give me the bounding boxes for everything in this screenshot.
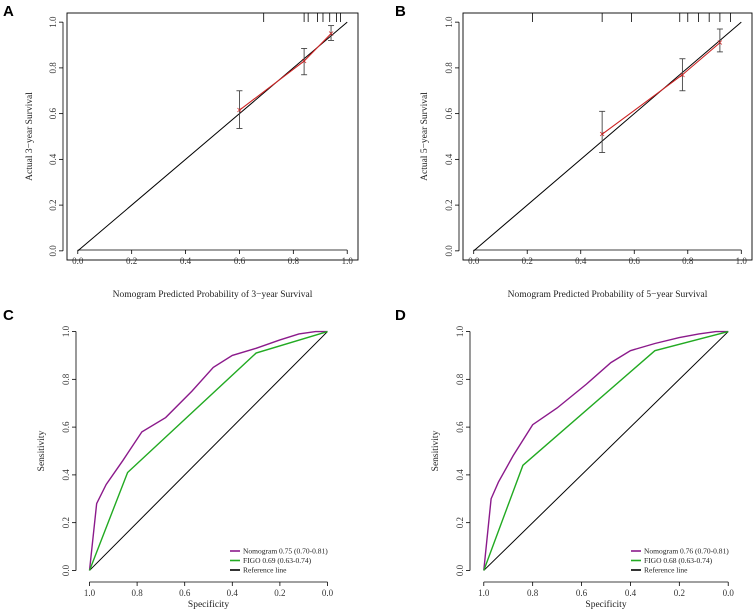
- calibration-point: ×: [599, 130, 606, 139]
- calibration-point: ×: [717, 38, 724, 47]
- calibration-curve: [601, 42, 721, 135]
- x-tick-label: 0.8: [131, 588, 143, 598]
- y-tick-label: 1.0: [48, 16, 58, 28]
- figo-roc-curve: [88, 330, 328, 571]
- panel-c: C 0.0 0.2 0.4 0.6 0.8 1.0 1.0 0.8 0.6 0.4 0.2 0.0 Spe…: [3, 307, 334, 610]
- legend-box: [227, 544, 331, 576]
- reference-line: [483, 331, 729, 571]
- x-tick-label: 0.4: [575, 256, 587, 266]
- y-tick-label: 0.2: [48, 199, 58, 210]
- x-tick-label: 0.2: [674, 588, 685, 598]
- x-tick-label: 0.8: [288, 256, 300, 266]
- x-tick-label: 0.0: [723, 588, 735, 598]
- x-tick-label: 0.8: [682, 256, 694, 266]
- panel-label-d: D: [395, 307, 406, 324]
- panel-a: A 0.0 0.2 0.4 0.6 0.8 1.0 0.0 0.2 0.4 0.6 0.8 1.0 Nom…: [3, 3, 359, 300]
- legend-entry: Nomogram 0.75 (0.70-0.81): [243, 547, 328, 556]
- x-axis-label: Specificity: [585, 599, 626, 610]
- nomogram-roc-curve: [483, 330, 729, 571]
- reference-diagonal: [473, 21, 742, 252]
- x-tick-label: 1.0: [342, 256, 354, 266]
- panel-d: D 0.0 0.2 0.4 0.6 0.8 1.0 1.0 0.8 0.6 0.4 0.2 0.0 Spe…: [395, 307, 734, 610]
- x-tick-label: 0.4: [180, 256, 192, 266]
- calibration-point: ×: [236, 106, 243, 115]
- y-tick-label: 0.8: [48, 62, 58, 74]
- x-tick-label: 0.6: [629, 256, 641, 266]
- x-tick-label: 0.2: [126, 256, 137, 266]
- x-tick-label: 1.0: [736, 256, 748, 266]
- y-tick-label: 0.0: [48, 245, 58, 257]
- x-tick-label: 0.6: [179, 588, 191, 598]
- y-tick-label: 0.8: [61, 373, 71, 385]
- y-tick-label: 0.4: [444, 153, 454, 165]
- figo-roc-curve: [483, 330, 729, 571]
- x-tick-label: 0.4: [625, 588, 637, 598]
- y-axis-label: Sensitivity: [431, 430, 441, 471]
- y-tick-label: 0.2: [61, 517, 71, 528]
- y-tick-label: 0.4: [455, 469, 465, 481]
- plot-frame: [462, 12, 753, 261]
- panel-b: B 0.0 0.2 0.4 0.6 0.8 1.0 0.0 0.2 0.4 0.6 0.8 1.0 Nom…: [395, 3, 753, 300]
- legend-box: [628, 544, 732, 576]
- y-tick-label: 0.4: [48, 153, 58, 165]
- y-tick-label: 1.0: [444, 16, 454, 28]
- reference-line: [89, 331, 328, 571]
- y-tick-label: 0.0: [455, 564, 465, 576]
- plot-frame: [66, 12, 359, 261]
- x-tick-label: 0.2: [522, 256, 533, 266]
- y-tick-label: 0.2: [444, 199, 454, 210]
- panel-label-b: B: [395, 3, 406, 20]
- y-axis-label: Actual 3−year Survival: [25, 92, 35, 181]
- x-tick-label: 0.0: [72, 256, 84, 266]
- x-tick-label: 0.6: [576, 588, 588, 598]
- legend: Nomogram 0.75 (0.70-0.81)FIGO 0.69 (0.63…: [227, 544, 331, 576]
- legend-entry: FIGO 0.68 (0.63-0.74): [644, 556, 713, 565]
- legend-entry: Reference line: [644, 566, 688, 575]
- y-tick-label: 1.0: [455, 325, 465, 337]
- y-tick-label: 0.0: [444, 245, 454, 257]
- y-tick-label: 0.2: [455, 517, 465, 528]
- y-tick-label: 0.0: [61, 564, 71, 576]
- legend-entry: Reference line: [243, 566, 287, 575]
- y-tick-label: 0.4: [61, 469, 71, 481]
- x-axis-label: Nomogram Predicted Probability of 3−year…: [113, 289, 313, 300]
- y-axis-label: Actual 5−year Survival: [420, 92, 430, 181]
- reference-diagonal: [77, 21, 348, 252]
- legend: Nomogram 0.76 (0.70-0.81)FIGO 0.68 (0.63…: [628, 544, 732, 576]
- x-axis-label: Specificity: [188, 599, 229, 610]
- legend-entry: Nomogram 0.76 (0.70-0.81): [644, 547, 729, 556]
- y-axis-label: Sensitivity: [37, 430, 47, 471]
- x-tick-label: 0.0: [322, 588, 334, 598]
- nomogram-roc-curve: [88, 330, 328, 571]
- x-tick-label: 1.0: [478, 588, 490, 598]
- calibration-point: ×: [328, 29, 335, 38]
- y-tick-label: 1.0: [61, 325, 71, 337]
- y-tick-label: 0.8: [444, 62, 454, 74]
- y-tick-label: 0.6: [444, 108, 454, 120]
- legend-entry: FIGO 0.69 (0.63-0.74): [243, 556, 312, 565]
- y-tick-label: 0.6: [61, 421, 71, 433]
- x-tick-label: 0.6: [234, 256, 246, 266]
- calibration-point: ×: [679, 70, 686, 79]
- calibration-curve: [239, 33, 332, 111]
- y-tick-label: 0.6: [48, 108, 58, 120]
- calibration-point: ×: [301, 57, 308, 66]
- y-tick-label: 0.8: [455, 373, 465, 385]
- x-tick-label: 0.2: [274, 588, 285, 598]
- panel-label-c: C: [3, 307, 14, 324]
- x-tick-label: 0.8: [527, 588, 539, 598]
- x-tick-label: 0.4: [227, 588, 239, 598]
- y-tick-label: 0.6: [455, 421, 465, 433]
- panel-label-a: A: [3, 3, 14, 20]
- x-tick-label: 0.0: [468, 256, 480, 266]
- x-tick-label: 1.0: [84, 588, 96, 598]
- x-axis-label: Nomogram Predicted Probability of 5−year…: [508, 289, 708, 300]
